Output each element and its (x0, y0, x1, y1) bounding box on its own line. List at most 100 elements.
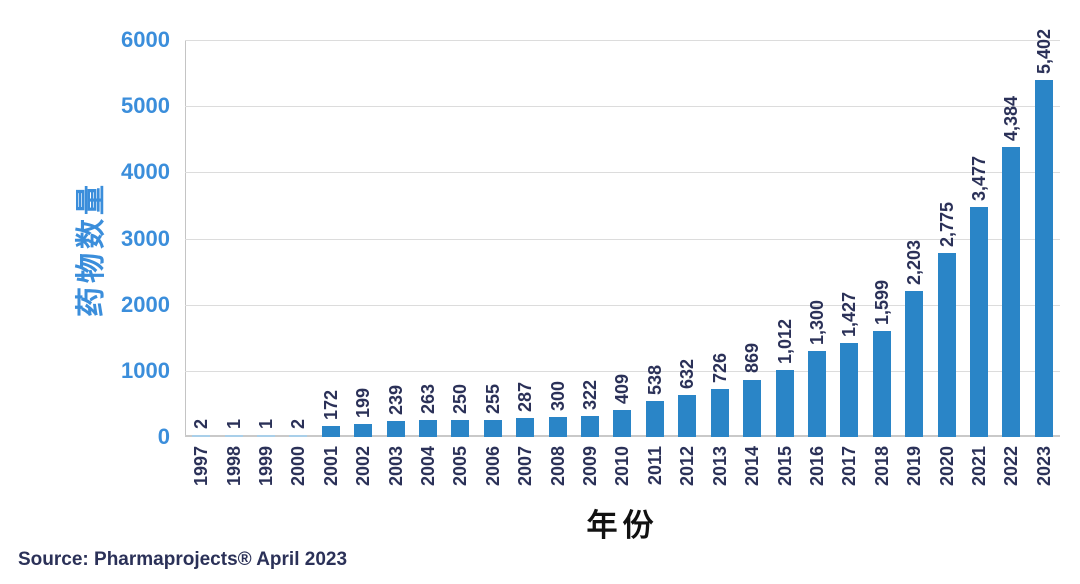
bar-value-label: 2,775 (936, 202, 957, 248)
bar-slot: 726 2013 (704, 40, 736, 486)
x-tick-label-year: 2022 (1001, 446, 1022, 487)
bar-value-label: 1,427 (839, 291, 860, 337)
x-tick-label-wrap: 2011 (639, 446, 671, 485)
bar (807, 350, 826, 437)
bar-value-label: 4,384 (1001, 95, 1022, 141)
bar (1002, 146, 1021, 437)
x-tick-label-year: 2007 (515, 446, 536, 487)
bar-slot: 1 1999 (250, 40, 282, 486)
bar (645, 401, 664, 437)
x-tick-label-year: 2009 (580, 446, 601, 487)
bar-value-label-wrap: 239 (379, 385, 411, 415)
bar-slot: 239 2003 (379, 40, 411, 486)
bar-slot: 1,012 2015 (768, 40, 800, 486)
bar (678, 395, 697, 437)
bar-slot: 287 2007 (509, 40, 541, 486)
bar-slot: 263 2004 (412, 40, 444, 486)
y-tick-label: 4000 (121, 159, 170, 185)
bar-value-label-wrap: 2 (282, 419, 314, 429)
bar-slot: 1,599 2018 (866, 40, 898, 486)
x-tick-label-year: 2012 (677, 446, 698, 487)
bar-value-label: 869 (742, 343, 763, 374)
bar-value-label-wrap: 263 (412, 384, 444, 414)
x-tick-label-year: 2004 (418, 446, 439, 487)
x-tick-label-wrap: 2000 (282, 446, 314, 486)
bar-slot: 632 2012 (671, 40, 703, 486)
x-tick-label-year: 2023 (1033, 446, 1054, 487)
bar-value-label-wrap: 250 (444, 384, 476, 414)
bar-value-label: 1 (223, 418, 244, 429)
gridline (185, 172, 1060, 174)
x-tick-label-wrap: 1999 (250, 446, 282, 486)
bar (905, 291, 924, 437)
x-tick-label-year: 2008 (547, 446, 568, 487)
x-tick-label-year: 2017 (839, 446, 860, 487)
x-tick-label-year: 2006 (482, 446, 503, 487)
bar (257, 435, 276, 437)
bar-value-label-wrap: 300 (541, 381, 573, 411)
bar (548, 417, 567, 437)
bar-slot: 2,203 2019 (898, 40, 930, 486)
x-tick-label-year: 1998 (223, 446, 244, 487)
bar-value-label: 1 (256, 418, 277, 429)
bar-value-label: 239 (385, 385, 406, 416)
bar-value-label: 538 (644, 365, 665, 396)
bar-value-label-wrap: 2,775 (930, 202, 962, 247)
bar-value-label: 1,012 (774, 319, 795, 365)
x-tick-label-year: 2021 (968, 446, 989, 487)
bar-value-label-wrap: 538 (639, 365, 671, 395)
bar-value-label: 322 (580, 379, 601, 410)
bar-slot: 2,775 2020 (930, 40, 962, 486)
bar-value-label-wrap: 5,402 (1028, 29, 1060, 74)
bar-value-label: 287 (515, 381, 536, 413)
x-tick-label-wrap: 2007 (509, 446, 541, 486)
bar-slot: 1,300 2016 (801, 40, 833, 486)
gridline (185, 40, 1060, 41)
bar-slot: 250 2005 (444, 40, 476, 486)
x-tick-label-wrap: 2014 (736, 446, 768, 486)
bar-value-label-wrap: 172 (315, 390, 347, 420)
x-tick-label-wrap: 2006 (477, 446, 509, 486)
x-tick-label-wrap: 2018 (866, 446, 898, 486)
x-tick-label-year: 2002 (353, 446, 374, 487)
bar (775, 370, 794, 437)
x-tick-label-year: 1997 (191, 446, 212, 487)
x-tick-label-year: 2011 (644, 446, 665, 486)
bar-value-label: 255 (482, 384, 503, 415)
x-tick-label-year: 2001 (320, 446, 341, 487)
bar-value-label: 263 (418, 383, 439, 414)
bar (840, 342, 859, 437)
bar-value-label-wrap: 1 (250, 419, 282, 429)
bar-slot: 1 1998 (217, 40, 249, 486)
x-tick-label-year: 2005 (450, 446, 471, 487)
x-tick-label-wrap: 2005 (444, 446, 476, 486)
bar (451, 420, 470, 437)
x-tick-label-year: 2018 (871, 446, 892, 487)
x-tick-label-wrap: 2002 (347, 446, 379, 486)
bar-value-label: 172 (320, 389, 341, 420)
bar-value-label-wrap: 199 (347, 388, 379, 418)
bar (516, 418, 535, 437)
bar (613, 409, 632, 437)
bar (710, 388, 729, 437)
bar (386, 421, 405, 437)
bar-value-label-wrap: 1,012 (768, 319, 800, 364)
gridline (185, 370, 1060, 372)
bar-slot: 300 2008 (541, 40, 573, 486)
bar (192, 435, 211, 437)
x-tick-label-wrap: 2012 (671, 446, 703, 486)
bar-value-label-wrap: 2,203 (898, 240, 930, 285)
y-tick-label: 5000 (121, 93, 170, 119)
bar-slot: 2 1997 (185, 40, 217, 486)
x-tick-label-wrap: 2022 (995, 446, 1027, 486)
bar-slot: 409 2010 (606, 40, 638, 486)
bar-slot: 199 2002 (347, 40, 379, 486)
bar-slot: 1,427 2017 (833, 40, 865, 487)
bar-value-label-wrap: 255 (477, 384, 509, 414)
bar-value-label: 409 (612, 373, 633, 404)
x-tick-label-wrap: 1997 (185, 446, 217, 486)
bar-value-label: 2 (191, 418, 212, 429)
bar-value-label-wrap: 1,599 (866, 280, 898, 325)
bar-slot: 4,384 2022 (995, 40, 1027, 486)
bar-value-label-wrap: 1,300 (801, 300, 833, 345)
